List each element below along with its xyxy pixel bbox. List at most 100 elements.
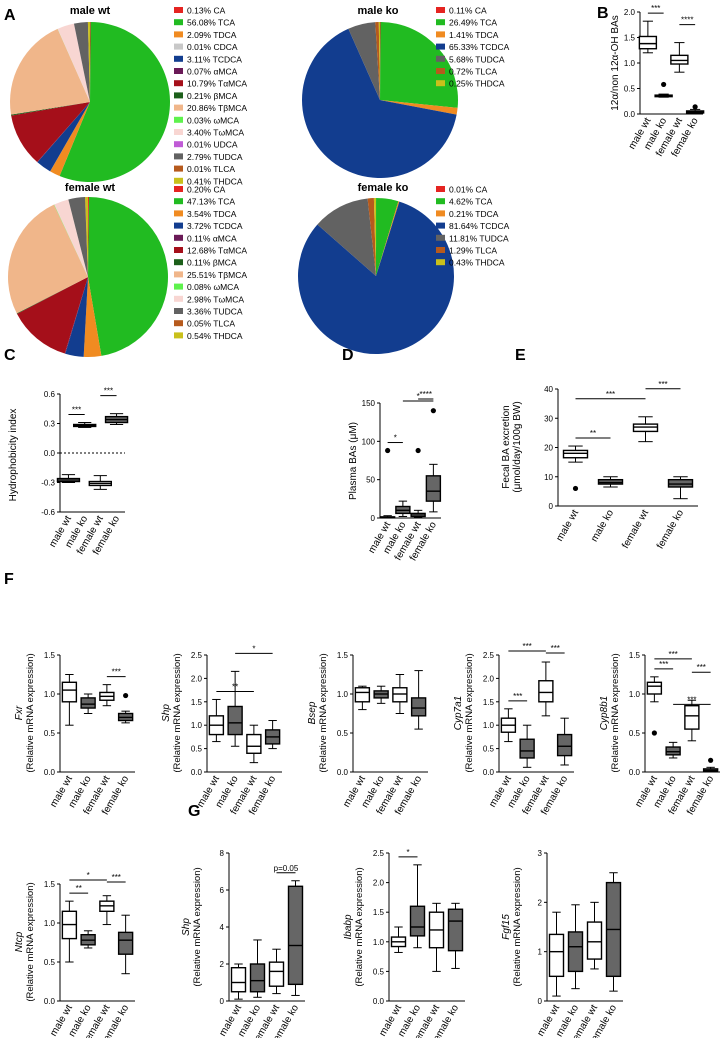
y-axis-gene-label: Cyp8b1 <box>599 696 610 730</box>
pie-slice <box>87 22 90 103</box>
y-tick-label: 0.5 <box>44 958 56 967</box>
legend-entry: 0.05% TLCA <box>187 319 235 329</box>
legend-swatch <box>174 153 183 160</box>
y-tick-label: 0.0 <box>191 768 203 777</box>
sig-label: * <box>87 871 90 880</box>
outlier-point <box>123 692 129 699</box>
pie-slice <box>16 277 89 314</box>
y-tick-label: 1.0 <box>483 721 495 730</box>
legend-entry: 0.01% CA <box>449 185 488 195</box>
pie-slice <box>10 28 91 115</box>
legend-swatch <box>174 198 183 205</box>
legend-swatch <box>174 271 183 278</box>
box <box>646 681 663 695</box>
y-axis-label: (Relative mRNA expression) <box>25 882 36 1001</box>
box <box>230 967 247 993</box>
panel-letter-g: G <box>188 803 200 820</box>
pie-slice <box>53 204 88 277</box>
sig-label: *** <box>668 650 677 659</box>
box <box>410 697 427 717</box>
legend-swatch <box>174 19 183 26</box>
sig-label: *** <box>513 692 522 701</box>
legend-entry: 0.11% αMCA <box>187 233 237 243</box>
legend-swatch <box>436 234 445 241</box>
legend-entry: 1.29% TLCA <box>449 246 497 256</box>
sig-label: *** <box>104 387 113 396</box>
legend-swatch <box>436 68 445 74</box>
y-axis-gene-label: Cyp7a1 <box>453 696 464 730</box>
box <box>567 931 584 973</box>
panel-letter-d: D <box>342 347 354 364</box>
legend-swatch <box>174 55 183 62</box>
pie-slice <box>348 22 380 100</box>
pie-slice <box>11 102 91 163</box>
box <box>392 687 408 703</box>
legend-entry: 26.49% TCA <box>449 18 497 28</box>
legend-entry: 1.41% TDCA <box>449 30 499 40</box>
pie-title: female ko <box>358 182 409 194</box>
pie-slice <box>85 197 88 277</box>
y-tick-label: 1.5 <box>483 698 495 707</box>
legend-entry: 0.11% βMCA <box>187 258 237 268</box>
pie-slice <box>37 102 90 172</box>
y-tick-label: 0 <box>371 514 376 523</box>
legend-entry: 3.36% TUDCA <box>187 307 243 317</box>
x-tick-label: female wt <box>620 508 651 551</box>
y-tick-label: 2.0 <box>373 879 385 888</box>
y-tick-label: 0.0 <box>483 768 495 777</box>
y-tick-label: 2.0 <box>191 674 203 683</box>
box <box>268 961 285 987</box>
legend-entry: 0.11% CA <box>449 6 487 16</box>
pie-slice <box>375 22 380 100</box>
y-axis-gene-label: Shp <box>161 704 172 722</box>
legend-swatch <box>436 259 445 266</box>
box <box>61 681 78 703</box>
y-axis-label: (Relative mRNA expression) <box>25 653 36 772</box>
y-tick-label: 1.0 <box>44 690 56 699</box>
box <box>80 697 96 709</box>
sig-label: * <box>406 848 409 857</box>
y-tick-label: 1.0 <box>337 690 349 699</box>
sig-label: * <box>252 644 255 653</box>
box <box>519 738 535 759</box>
legend-entry: 3.72% TCDCA <box>187 221 243 231</box>
legend-swatch <box>174 68 183 74</box>
legend-entry: 81.64% TCDCA <box>449 221 510 231</box>
pie-slice <box>10 102 90 116</box>
legend-swatch <box>174 247 183 253</box>
y-tick-label: 50 <box>366 476 375 485</box>
box <box>246 733 262 754</box>
sig-label: * <box>394 434 397 443</box>
box <box>538 680 554 703</box>
legend-entry: 0.43% THDCA <box>449 258 505 268</box>
outlier-point <box>430 408 436 414</box>
sig-label: *** <box>551 644 560 653</box>
box <box>354 687 371 703</box>
legend-swatch <box>174 141 183 148</box>
legend-swatch <box>174 177 183 184</box>
legend-swatch <box>436 55 445 62</box>
y-tick-label: 1.5 <box>624 34 636 43</box>
pie-slice <box>54 199 88 277</box>
outlier-point <box>708 757 714 763</box>
y-tick-label: 0.0 <box>337 768 349 777</box>
y-tick-label: 8 <box>220 849 225 858</box>
box <box>586 921 603 960</box>
y-axis-gene-label: Bsep <box>307 701 318 724</box>
legend-swatch <box>436 31 445 38</box>
sig-label: *** <box>112 668 121 677</box>
legend-swatch <box>436 186 445 192</box>
legend-swatch <box>174 7 183 13</box>
legend-entry: 0.08% ωMCA <box>187 282 239 292</box>
legend-entry: 25.51% TβMCA <box>187 270 247 280</box>
pie-title: male ko <box>358 5 399 17</box>
pie-slice <box>85 197 88 277</box>
legend-swatch <box>436 7 445 13</box>
box <box>117 931 134 955</box>
legend-swatch <box>174 234 183 241</box>
box <box>684 705 700 730</box>
legend-swatch <box>174 80 183 87</box>
legend-entry: 0.01% UDCA <box>187 140 238 150</box>
sig-label: * <box>417 392 420 401</box>
y-tick-label: 0.5 <box>373 967 385 976</box>
